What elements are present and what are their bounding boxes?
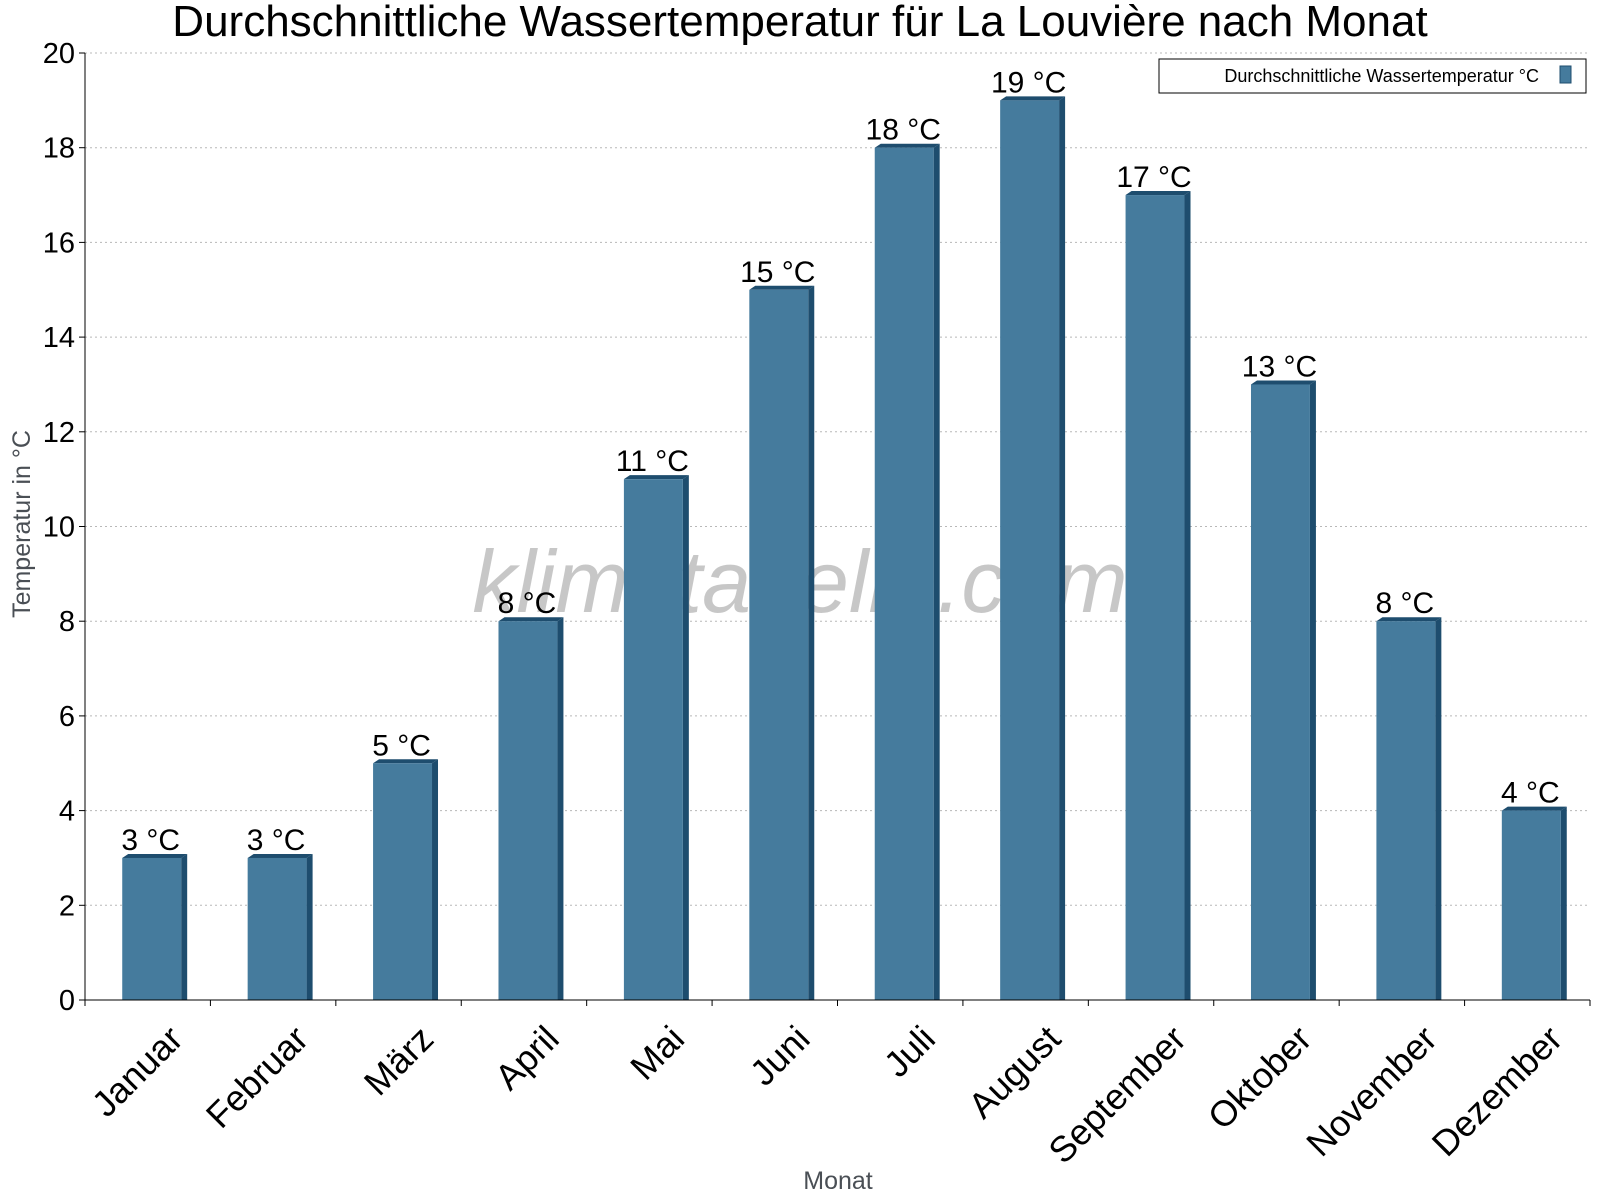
y-tick-label: 6	[59, 701, 75, 733]
bar-side	[1059, 96, 1066, 1001]
legend-swatch	[1559, 65, 1572, 84]
bar-group	[247, 853, 313, 1000]
bar-side	[557, 617, 564, 1000]
x-tick-label: April	[487, 1018, 567, 1098]
bar-top	[1000, 96, 1066, 101]
bar-group	[874, 143, 940, 1000]
bar-group	[749, 285, 815, 1000]
bar-top	[749, 285, 815, 290]
bar	[623, 479, 683, 1000]
bar-group	[1250, 380, 1316, 1000]
data-label: 15 °C	[740, 256, 815, 289]
bar-top	[247, 853, 313, 858]
y-tick-label: 8	[59, 606, 75, 638]
bar	[122, 857, 182, 1000]
x-tick-label: Dezember	[1424, 1018, 1570, 1164]
chart-title: Durchschnittliche Wassertemperatur für L…	[172, 0, 1427, 46]
bar	[749, 289, 809, 1000]
gridlines	[85, 52, 1590, 906]
data-label: 3 °C	[247, 824, 306, 857]
data-label: 18 °C	[866, 114, 941, 147]
legend-label: Durchschnittliche Wassertemperatur °C	[1224, 66, 1539, 86]
bar-top	[623, 475, 689, 480]
bar-side	[808, 285, 815, 1000]
x-tick-label: Juli	[876, 1018, 943, 1085]
bar-side	[432, 759, 439, 1000]
data-label: 5 °C	[372, 729, 431, 762]
bar-top	[498, 617, 564, 622]
bar-top	[1125, 191, 1191, 196]
y-tick-label: 16	[43, 227, 75, 259]
x-tick-label: März	[356, 1018, 442, 1104]
bar-side	[1435, 617, 1442, 1000]
bar-group	[623, 475, 689, 1000]
bar-top	[1501, 806, 1567, 811]
bar	[1501, 810, 1561, 1000]
bar-top	[874, 143, 940, 148]
bar-side	[1309, 380, 1316, 1000]
y-tick-label: 0	[59, 985, 75, 1017]
bar	[1376, 621, 1436, 1000]
bar-group	[498, 617, 564, 1000]
bar-side	[1560, 806, 1567, 1000]
data-label: 4 °C	[1501, 777, 1560, 810]
bar-side	[1184, 191, 1191, 1001]
bar-group	[1000, 96, 1066, 1001]
legend: Durchschnittliche Wassertemperatur °C	[1158, 58, 1587, 94]
bar-group	[122, 853, 188, 1000]
x-tick-label: Oktober	[1200, 1018, 1320, 1138]
x-tick-label: Januar	[84, 1018, 191, 1125]
data-labels: 3 °C 3 °C 5 °C 8 °C 11 °C 15 °C 18 °C 19 °C 17 °…	[121, 66, 1559, 857]
bar-group	[373, 759, 439, 1000]
data-label: 17 °C	[1116, 161, 1191, 194]
y-tick-label: 18	[43, 133, 75, 165]
y-tick-label: 10	[43, 512, 75, 544]
x-tick-label: November	[1298, 1018, 1444, 1164]
bar	[247, 857, 307, 1000]
y-tick-label: 4	[59, 796, 75, 828]
bar-side	[306, 853, 313, 1000]
y-tick-label: 12	[43, 417, 75, 449]
data-label: 11 °C	[616, 445, 689, 478]
bar-group	[1501, 806, 1567, 1000]
data-label: 8 °C	[1376, 587, 1435, 620]
bar	[1250, 384, 1310, 1000]
y-tick-label: 20	[43, 38, 75, 70]
data-label: 13 °C	[1242, 350, 1317, 383]
legend-box	[1158, 58, 1587, 94]
x-tick-label: September	[1040, 1018, 1194, 1172]
bar-top	[373, 759, 439, 764]
bar	[1000, 100, 1060, 1001]
x-tick-label: Februar	[198, 1018, 316, 1136]
x-tick-label: Mai	[622, 1018, 692, 1088]
bars	[122, 96, 1567, 1001]
bar	[1125, 195, 1185, 1001]
bar-side	[181, 853, 188, 1000]
y-tick-label: 2	[59, 890, 75, 922]
x-tick-label: August	[960, 1018, 1068, 1126]
bar	[498, 621, 558, 1000]
data-label: 8 °C	[498, 587, 557, 620]
bar-group	[1125, 191, 1191, 1001]
data-label: 3 °C	[121, 824, 180, 857]
y-tick-label: 14	[43, 322, 75, 354]
bar-group	[1376, 617, 1442, 1000]
y-axis-title: Temperatur in °C	[8, 430, 36, 618]
x-axis-title: Monat	[803, 1167, 873, 1195]
data-label: 19 °C	[991, 66, 1066, 99]
bar-side	[933, 143, 940, 1000]
bar	[373, 763, 433, 1000]
bar-top	[122, 853, 188, 858]
x-tick-label: Juni	[742, 1018, 818, 1094]
bar	[874, 147, 934, 1000]
bar-top	[1376, 617, 1442, 622]
bar-side	[682, 475, 689, 1000]
bar-top	[1250, 380, 1316, 385]
